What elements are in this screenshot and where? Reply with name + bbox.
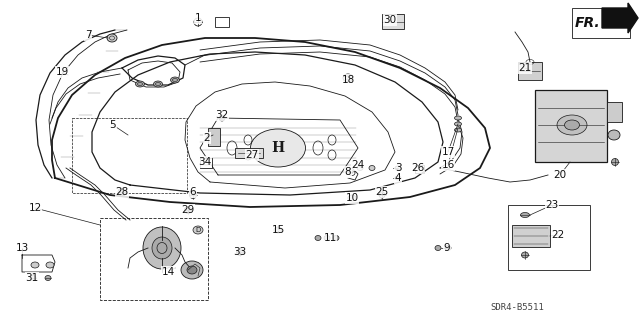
- Text: SDR4-B5511: SDR4-B5511: [490, 303, 544, 313]
- Bar: [508, 205, 590, 270]
- Ellipse shape: [520, 212, 529, 218]
- Ellipse shape: [187, 266, 197, 274]
- Text: 18: 18: [341, 75, 355, 85]
- Text: 12: 12: [28, 203, 42, 213]
- Ellipse shape: [608, 130, 620, 140]
- Text: 5: 5: [109, 120, 116, 130]
- Ellipse shape: [154, 81, 163, 87]
- Text: 31: 31: [26, 273, 38, 283]
- Ellipse shape: [219, 115, 225, 121]
- Bar: [535, 90, 607, 162]
- Bar: [607, 102, 622, 122]
- Text: 10: 10: [346, 193, 358, 203]
- Ellipse shape: [324, 235, 330, 241]
- Text: D: D: [195, 227, 200, 233]
- Ellipse shape: [611, 159, 618, 166]
- Ellipse shape: [369, 166, 375, 170]
- Ellipse shape: [136, 81, 145, 87]
- Text: 14: 14: [161, 267, 175, 277]
- Text: 27: 27: [245, 150, 259, 160]
- Text: 11: 11: [323, 233, 337, 243]
- Text: 23: 23: [545, 200, 559, 210]
- Text: 26: 26: [412, 163, 424, 173]
- Polygon shape: [602, 3, 638, 33]
- Ellipse shape: [237, 249, 243, 256]
- Text: 15: 15: [271, 225, 285, 235]
- Ellipse shape: [193, 226, 203, 234]
- Ellipse shape: [454, 116, 461, 120]
- Ellipse shape: [45, 276, 51, 280]
- Ellipse shape: [152, 237, 172, 259]
- Ellipse shape: [189, 191, 196, 198]
- Ellipse shape: [30, 276, 36, 280]
- Text: 28: 28: [115, 187, 129, 197]
- Text: FR.: FR.: [575, 16, 601, 30]
- Ellipse shape: [333, 235, 339, 241]
- Text: 8: 8: [345, 167, 351, 177]
- Bar: [512, 225, 550, 247]
- Ellipse shape: [184, 206, 191, 213]
- Text: 9: 9: [444, 243, 451, 253]
- Text: 3: 3: [395, 163, 401, 173]
- Text: 19: 19: [56, 67, 68, 77]
- Text: 20: 20: [554, 170, 566, 180]
- Bar: [382, 14, 404, 29]
- Text: 7: 7: [84, 30, 92, 40]
- Text: 1: 1: [195, 13, 202, 23]
- Ellipse shape: [315, 235, 321, 241]
- Ellipse shape: [170, 77, 179, 83]
- Text: 17: 17: [442, 147, 454, 157]
- Bar: [100, 218, 208, 300]
- Ellipse shape: [379, 192, 385, 198]
- Text: H: H: [271, 141, 285, 155]
- Ellipse shape: [31, 262, 39, 268]
- Bar: [208, 128, 220, 146]
- Ellipse shape: [435, 246, 441, 250]
- Bar: [235, 148, 263, 158]
- Ellipse shape: [107, 34, 117, 42]
- Text: 25: 25: [376, 187, 388, 197]
- Ellipse shape: [522, 252, 529, 258]
- Text: 16: 16: [442, 160, 454, 170]
- Text: 32: 32: [216, 110, 228, 120]
- Text: 6: 6: [189, 187, 196, 197]
- Ellipse shape: [250, 129, 305, 167]
- Ellipse shape: [564, 120, 579, 130]
- Text: 24: 24: [351, 160, 365, 170]
- Ellipse shape: [348, 195, 356, 201]
- Ellipse shape: [454, 122, 461, 126]
- Bar: [72, 118, 187, 193]
- Ellipse shape: [557, 115, 587, 135]
- Text: 4: 4: [395, 173, 401, 183]
- Bar: [572, 8, 630, 38]
- Text: 29: 29: [181, 205, 195, 215]
- Bar: [215, 17, 229, 27]
- Ellipse shape: [395, 176, 401, 180]
- Text: 34: 34: [198, 157, 212, 167]
- Ellipse shape: [118, 188, 126, 196]
- Ellipse shape: [357, 166, 363, 170]
- Ellipse shape: [395, 166, 401, 170]
- Text: 13: 13: [15, 243, 29, 253]
- Ellipse shape: [445, 246, 451, 250]
- Ellipse shape: [274, 227, 282, 233]
- Ellipse shape: [143, 227, 181, 269]
- Ellipse shape: [343, 74, 353, 82]
- Ellipse shape: [454, 128, 461, 132]
- Text: 33: 33: [234, 247, 246, 257]
- Ellipse shape: [46, 262, 54, 268]
- Text: 21: 21: [518, 63, 532, 73]
- Ellipse shape: [181, 261, 203, 279]
- Text: 30: 30: [383, 15, 397, 25]
- Text: 2: 2: [204, 133, 211, 143]
- Bar: [518, 62, 542, 80]
- Text: 22: 22: [552, 230, 564, 240]
